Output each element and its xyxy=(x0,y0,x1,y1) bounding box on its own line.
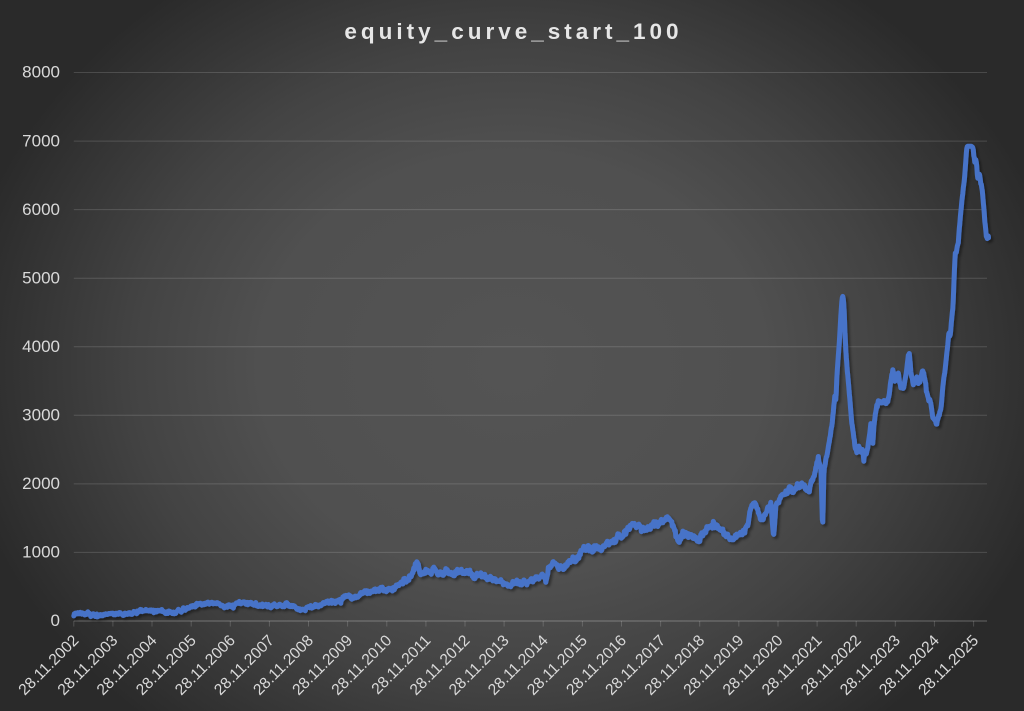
svg-text:8000: 8000 xyxy=(22,63,60,82)
svg-text:5000: 5000 xyxy=(22,268,60,287)
svg-text:1000: 1000 xyxy=(22,543,60,562)
svg-text:equity_curve_start_100: equity_curve_start_100 xyxy=(344,19,682,44)
svg-text:4000: 4000 xyxy=(22,337,60,356)
svg-text:2000: 2000 xyxy=(22,474,60,493)
svg-text:7000: 7000 xyxy=(22,131,60,150)
svg-text:6000: 6000 xyxy=(22,200,60,219)
svg-text:0: 0 xyxy=(51,611,60,630)
svg-text:3000: 3000 xyxy=(22,406,60,425)
